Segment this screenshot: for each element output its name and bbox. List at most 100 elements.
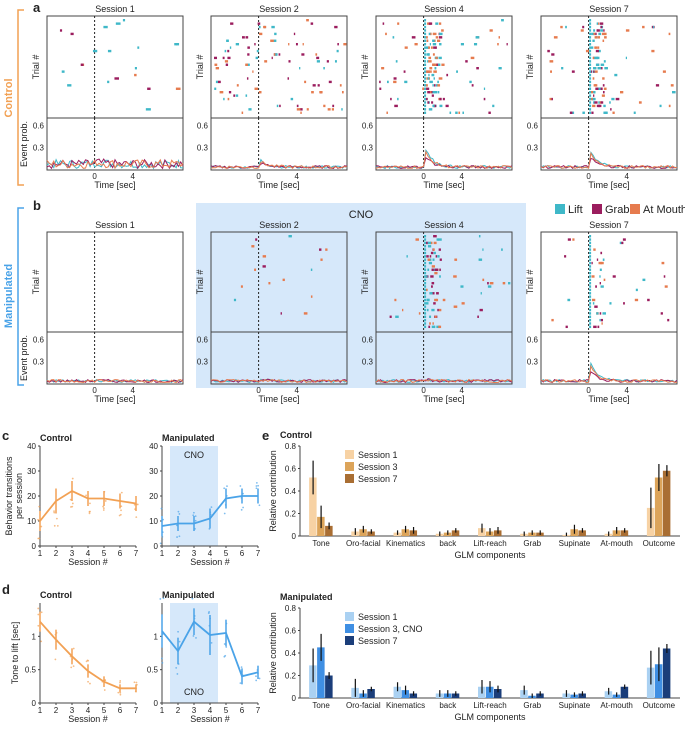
xtick-label: 4 xyxy=(294,172,299,181)
raster-event xyxy=(614,73,618,77)
raster-event xyxy=(427,70,431,73)
y-axis-label: Tone to lift [sec] xyxy=(10,622,20,685)
raster-event xyxy=(225,63,228,66)
raster-event xyxy=(424,67,427,70)
ytick-label: 0.5 xyxy=(25,666,37,675)
raster-event xyxy=(258,25,261,29)
raster-event xyxy=(438,63,441,66)
legend-swatch xyxy=(345,612,354,621)
ytick-label: 0.5 xyxy=(147,666,159,675)
raster-event xyxy=(390,97,392,101)
bar xyxy=(494,689,502,698)
raster-event xyxy=(59,29,63,32)
bar xyxy=(325,525,333,536)
raster-event xyxy=(320,258,323,261)
raster-event xyxy=(424,46,427,49)
category-label: Oro-facial xyxy=(346,701,381,710)
ytick-label: 0.6 xyxy=(197,121,209,130)
raster-event xyxy=(441,29,444,32)
bar xyxy=(620,686,629,698)
raster-event xyxy=(254,87,259,90)
raster-event xyxy=(319,91,323,94)
raster-event xyxy=(427,245,432,248)
category-label: Tone xyxy=(312,539,330,548)
raster-event xyxy=(455,111,458,114)
raster-event xyxy=(428,46,431,49)
legend-grab-label: Grab xyxy=(605,204,629,216)
raster-event xyxy=(589,312,592,315)
raster-event xyxy=(273,39,277,42)
raster-title: Session 7 xyxy=(589,4,629,14)
raster-event xyxy=(424,87,427,90)
raster-event xyxy=(424,275,427,278)
raster-event xyxy=(429,241,433,245)
legend-swatch xyxy=(345,450,354,459)
raster-event xyxy=(589,322,592,325)
raster-event xyxy=(248,108,252,111)
raster-event xyxy=(437,308,439,312)
raster-event xyxy=(422,87,425,90)
raster-event xyxy=(290,97,294,101)
raster-event xyxy=(432,248,435,251)
raster-event xyxy=(589,46,592,49)
individual-point xyxy=(177,510,180,513)
raster-event xyxy=(223,97,225,101)
raster-event xyxy=(599,318,601,322)
raster-event xyxy=(668,32,671,36)
ytick-label: 0.3 xyxy=(33,358,45,367)
raster-event xyxy=(638,101,642,104)
raster-event xyxy=(424,312,427,315)
raster-event xyxy=(429,292,433,295)
raster-event xyxy=(424,97,427,101)
legend-grab-swatch xyxy=(592,204,602,214)
raster-event xyxy=(424,70,427,73)
raster-event xyxy=(601,322,603,325)
ytick-label: 0 xyxy=(154,699,159,708)
ytick-label: 0.4 xyxy=(285,649,297,658)
raster-event xyxy=(317,84,320,87)
raster-event xyxy=(594,36,598,39)
individual-point xyxy=(177,630,179,633)
raster-event xyxy=(458,111,461,114)
raster-event xyxy=(431,285,433,288)
individual-point xyxy=(37,607,40,610)
x-axis-label: Session # xyxy=(190,557,230,567)
raster-event xyxy=(593,101,595,104)
individual-point xyxy=(194,515,197,518)
raster-event xyxy=(389,315,392,318)
raster-event xyxy=(433,235,437,238)
raster-event xyxy=(424,73,427,77)
individual-point xyxy=(240,508,243,511)
raster-event xyxy=(334,25,338,29)
xtick-label: 4 xyxy=(459,172,464,181)
bar xyxy=(620,530,629,536)
raster-event xyxy=(288,60,291,63)
raster-event xyxy=(424,94,427,97)
raster-event xyxy=(214,63,218,66)
raster-event xyxy=(426,298,430,302)
raster-event xyxy=(589,49,592,53)
x-axis-label: GLM components xyxy=(454,712,526,722)
raster-event xyxy=(589,94,592,97)
raster-event xyxy=(600,29,603,32)
raster-event xyxy=(431,325,435,329)
raster-event xyxy=(426,288,428,292)
xtick-label: 1 xyxy=(160,706,165,715)
raster-xlabel: Time [sec] xyxy=(588,180,629,190)
raster-event xyxy=(582,111,585,114)
individual-point xyxy=(176,673,179,675)
raster-event xyxy=(600,285,604,288)
raster-event xyxy=(424,104,427,108)
raster-event xyxy=(424,63,427,66)
raster-event xyxy=(245,36,249,39)
raster-event xyxy=(595,63,600,66)
raster-event xyxy=(589,70,592,73)
raster-event xyxy=(262,265,266,268)
raster-event xyxy=(426,255,429,258)
raster-event xyxy=(553,36,558,39)
individual-point xyxy=(176,536,178,538)
raster-event xyxy=(569,111,573,114)
raster-event xyxy=(229,46,232,49)
raster-event xyxy=(593,94,595,97)
